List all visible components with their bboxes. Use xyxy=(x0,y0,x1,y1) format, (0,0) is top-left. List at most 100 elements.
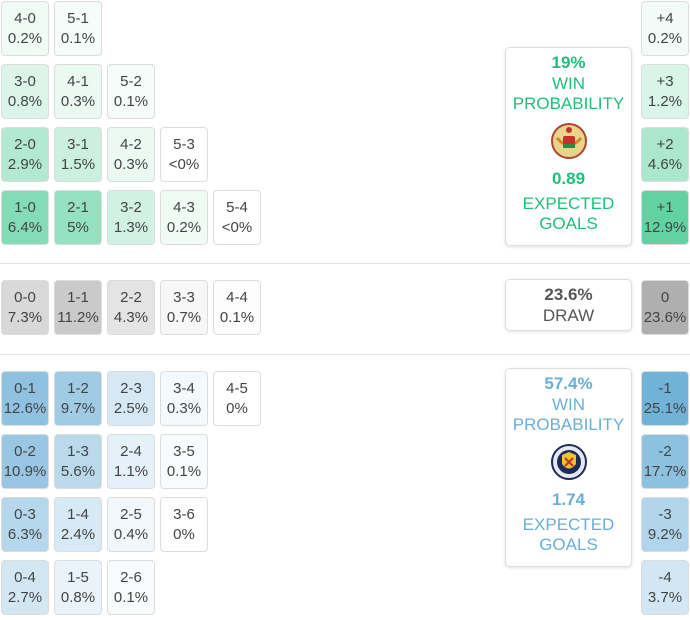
score-cell-1-1: 1-1 11.2% xyxy=(54,280,102,335)
score-cell-4-0-value: 0.2% xyxy=(7,29,43,47)
margin-cell--1-label: -1 xyxy=(658,379,672,397)
score-cell-3-6-value: 0% xyxy=(173,525,195,543)
margin-cell-+1-label: +1 xyxy=(656,198,674,216)
margin-cell--3: -3 9.2% xyxy=(641,497,689,552)
away-win-probability: 57.4% xyxy=(544,374,593,393)
score-cell-2-6-value: 0.1% xyxy=(113,588,149,606)
score-cell-5-2-label: 5-2 xyxy=(120,72,142,90)
score-cell-0-4-value: 2.7% xyxy=(7,588,43,606)
score-cell-0-3-label: 0-3 xyxy=(14,505,36,523)
score-cell-1-3: 1-3 5.6% xyxy=(54,434,102,489)
score-cell-3-1: 3-1 1.5% xyxy=(54,127,102,182)
score-cell-2-2-label: 2-2 xyxy=(120,288,142,306)
draw-panel: 23.6% DRAW xyxy=(505,279,632,331)
score-cell-0-4-label: 0-4 xyxy=(14,568,36,586)
margin-cell--3-value: 9.2% xyxy=(647,525,683,543)
margin-cell--1: -1 25.1% xyxy=(641,371,689,426)
score-cell-2-3: 2-3 2.5% xyxy=(107,371,155,426)
margin-cell-+1: +1 12.9% xyxy=(641,190,689,245)
score-cell-5-4-label: 5-4 xyxy=(226,198,248,216)
score-cell-3-5-label: 3-5 xyxy=(173,442,195,460)
score-cell-3-4-value: 0.3% xyxy=(166,399,202,417)
margin-cell--4: -4 3.7% xyxy=(641,560,689,615)
score-cell-3-0: 3-0 0.8% xyxy=(1,64,49,119)
score-cell-5-2: 5-2 0.1% xyxy=(107,64,155,119)
score-cell-0-1: 0-1 12.6% xyxy=(1,371,49,426)
score-cell-1-2-value: 9.7% xyxy=(60,399,96,417)
margin-cell-0-label: 0 xyxy=(660,288,670,306)
score-cell-4-5-label: 4-5 xyxy=(226,379,248,397)
score-cell-2-4-label: 2-4 xyxy=(120,442,142,460)
score-cell-2-5-label: 2-5 xyxy=(120,505,142,523)
home-win-panel: 19% WIN PROBABILITY 0.89 EXPECTED GOALS xyxy=(505,47,632,246)
margin-cell--2-label: -2 xyxy=(658,442,672,460)
score-cell-4-4-value: 0.1% xyxy=(219,308,255,326)
score-cell-2-1: 2-1 5% xyxy=(54,190,102,245)
margin-cell-+2: +2 4.6% xyxy=(641,127,689,182)
margin-cell-+4: +4 0.2% xyxy=(641,1,689,56)
score-cell-3-5: 3-5 0.1% xyxy=(160,434,208,489)
away-win-label: WIN xyxy=(551,395,586,414)
score-cell-1-5-label: 1-5 xyxy=(67,568,89,586)
score-cell-0-3: 0-3 6.3% xyxy=(1,497,49,552)
score-cell-4-0-label: 4-0 xyxy=(14,9,36,27)
score-cell-0-0-value: 7.3% xyxy=(7,308,43,326)
score-cell-3-2-value: 1.3% xyxy=(113,218,149,236)
score-cell-1-0: 1-0 6.4% xyxy=(1,190,49,245)
score-cell-2-0-label: 2-0 xyxy=(14,135,36,153)
margin-cell--4-label: -4 xyxy=(658,568,672,586)
score-cell-4-5: 4-5 0% xyxy=(213,371,261,426)
score-cell-3-3-value: 0.7% xyxy=(166,308,202,326)
score-cell-2-2-value: 4.3% xyxy=(113,308,149,326)
score-cell-2-4: 2-4 1.1% xyxy=(107,434,155,489)
score-cell-1-3-label: 1-3 xyxy=(67,442,89,460)
score-cell-2-0: 2-0 2.9% xyxy=(1,127,49,182)
draw-label: DRAW xyxy=(542,306,595,325)
margin-cell-+3-label: +3 xyxy=(656,72,674,90)
score-cell-5-3-label: 5-3 xyxy=(173,135,195,153)
score-cell-3-5-value: 0.1% xyxy=(166,462,202,480)
score-cell-0-1-value: 12.6% xyxy=(3,399,47,417)
score-cell-2-1-label: 2-1 xyxy=(67,198,89,216)
score-cell-5-3-value: <0% xyxy=(168,155,200,173)
score-cell-4-1-label: 4-1 xyxy=(67,72,89,90)
score-cell-1-1-value: 11.2% xyxy=(57,308,99,326)
score-cell-1-4-value: 2.4% xyxy=(60,525,96,543)
draw-probability: 23.6% xyxy=(544,285,593,304)
margin-cell--2-value: 17.7% xyxy=(643,462,687,480)
score-cell-4-3: 4-3 0.2% xyxy=(160,190,208,245)
score-cell-5-1-value: 0.1% xyxy=(60,29,96,47)
margin-cell--2: -2 17.7% xyxy=(641,434,689,489)
score-cell-5-1-label: 5-1 xyxy=(67,9,89,27)
score-cell-3-0-value: 0.8% xyxy=(7,92,43,110)
score-cell-0-2-label: 0-2 xyxy=(14,442,36,460)
score-cell-4-3-value: 0.2% xyxy=(166,218,202,236)
away-expected-goals: 1.74 xyxy=(551,490,586,509)
away-probability-label: PROBABILITY xyxy=(512,415,625,434)
margin-cell-+4-label: +4 xyxy=(656,9,674,27)
score-cell-1-2: 1-2 9.7% xyxy=(54,371,102,426)
score-cell-3-4-label: 3-4 xyxy=(173,379,195,397)
score-cell-3-6-label: 3-6 xyxy=(173,505,195,523)
margin-cell-0-value: 23.6% xyxy=(643,308,687,326)
score-cell-3-2-label: 3-2 xyxy=(120,198,142,216)
score-cell-3-2: 3-2 1.3% xyxy=(107,190,155,245)
score-cell-0-2-value: 10.9% xyxy=(3,462,47,480)
margin-cell-+2-value: 4.6% xyxy=(647,155,683,173)
score-cell-2-0-value: 2.9% xyxy=(7,155,43,173)
score-cell-3-4: 3-4 0.3% xyxy=(160,371,208,426)
score-cell-1-0-value: 6.4% xyxy=(7,218,43,236)
score-cell-5-3: 5-3 <0% xyxy=(160,127,208,182)
margin-cell-+4-value: 0.2% xyxy=(647,29,683,47)
home-win-probability: 19% xyxy=(551,53,586,72)
score-cell-4-3-label: 4-3 xyxy=(173,198,195,216)
score-cell-0-4: 0-4 2.7% xyxy=(1,560,49,615)
score-cell-0-3-value: 6.3% xyxy=(7,525,43,543)
away-win-panel: 57.4% WIN PROBABILITY 1.74 EXPECTED GOAL… xyxy=(505,368,632,567)
scotland-crest-icon xyxy=(550,444,587,480)
score-cell-3-3: 3-3 0.7% xyxy=(160,280,208,335)
score-cell-5-1: 5-1 0.1% xyxy=(54,1,102,56)
home-goals-label: GOALS xyxy=(539,214,598,233)
score-cell-1-2-label: 1-2 xyxy=(67,379,89,397)
score-cell-4-4-label: 4-4 xyxy=(226,288,248,306)
